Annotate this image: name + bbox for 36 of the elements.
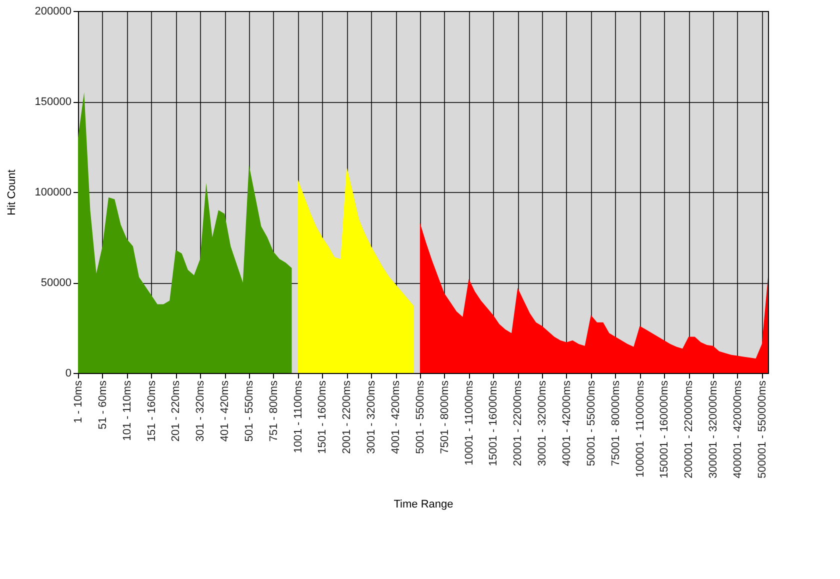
x-tick-label: 15001 - 16000ms	[488, 380, 500, 466]
x-tick-label: 301 - 320ms	[194, 380, 207, 442]
x-tick-label: 4001 - 4200ms	[390, 380, 402, 454]
x-tick-label: 30001 - 32000ms	[536, 380, 549, 466]
y-axis-title: Hit Count	[6, 170, 18, 216]
x-tick-label: 201 - 220ms	[170, 380, 182, 442]
x-tick-label: 500001 - 550000ms	[756, 380, 768, 478]
x-tick-label: 20001 - 22000ms	[512, 380, 524, 466]
y-tick-label: 50000	[40, 277, 72, 289]
x-axis-title: Time Range	[394, 498, 454, 510]
x-tick-label: 401 - 420ms	[219, 380, 232, 442]
x-tick-label: 10001 - 11000ms	[463, 380, 476, 466]
y-tick-label: 100000	[34, 186, 72, 198]
x-tick-label: 51 - 60ms	[96, 380, 109, 430]
x-tick-label: 150001 - 160000ms	[658, 380, 671, 478]
x-tick-label: 1 - 10ms	[72, 380, 84, 424]
x-tick-label: 3001 - 3200ms	[366, 380, 378, 454]
x-tick-label: 1001 - 1100ms	[292, 380, 304, 454]
x-tick-label: 75001 - 80000ms	[610, 380, 622, 466]
x-tick-label: 2001 - 2200ms	[341, 380, 354, 454]
x-tick-label: 100001 - 110000ms	[634, 380, 646, 478]
x-tick-label: 300001 - 320000ms	[708, 380, 720, 478]
x-tick-label: 1501 - 1600ms	[316, 380, 329, 454]
x-tick-label: 400001 - 420000ms	[732, 380, 744, 478]
x-tick-label: 50001 - 55000ms	[585, 380, 598, 466]
x-tick-label: 200001 - 220000ms	[683, 380, 696, 478]
x-tick-label: 101 - 110ms	[121, 380, 134, 441]
x-tick-label: 751 - 800ms	[268, 380, 280, 442]
y-tick-label: 200000	[34, 6, 72, 18]
x-tick-label: 5001 - 5500ms	[414, 380, 426, 454]
x-tick-label: 40001 - 42000ms	[560, 380, 573, 466]
x-tick-label: 151 - 160ms	[146, 380, 158, 442]
y-tick-label: 0	[65, 368, 72, 380]
y-tick-label: 150000	[34, 96, 72, 108]
x-tick-label: 501 - 550ms	[243, 380, 256, 442]
x-tick-label: 7501 - 8000ms	[438, 380, 451, 454]
